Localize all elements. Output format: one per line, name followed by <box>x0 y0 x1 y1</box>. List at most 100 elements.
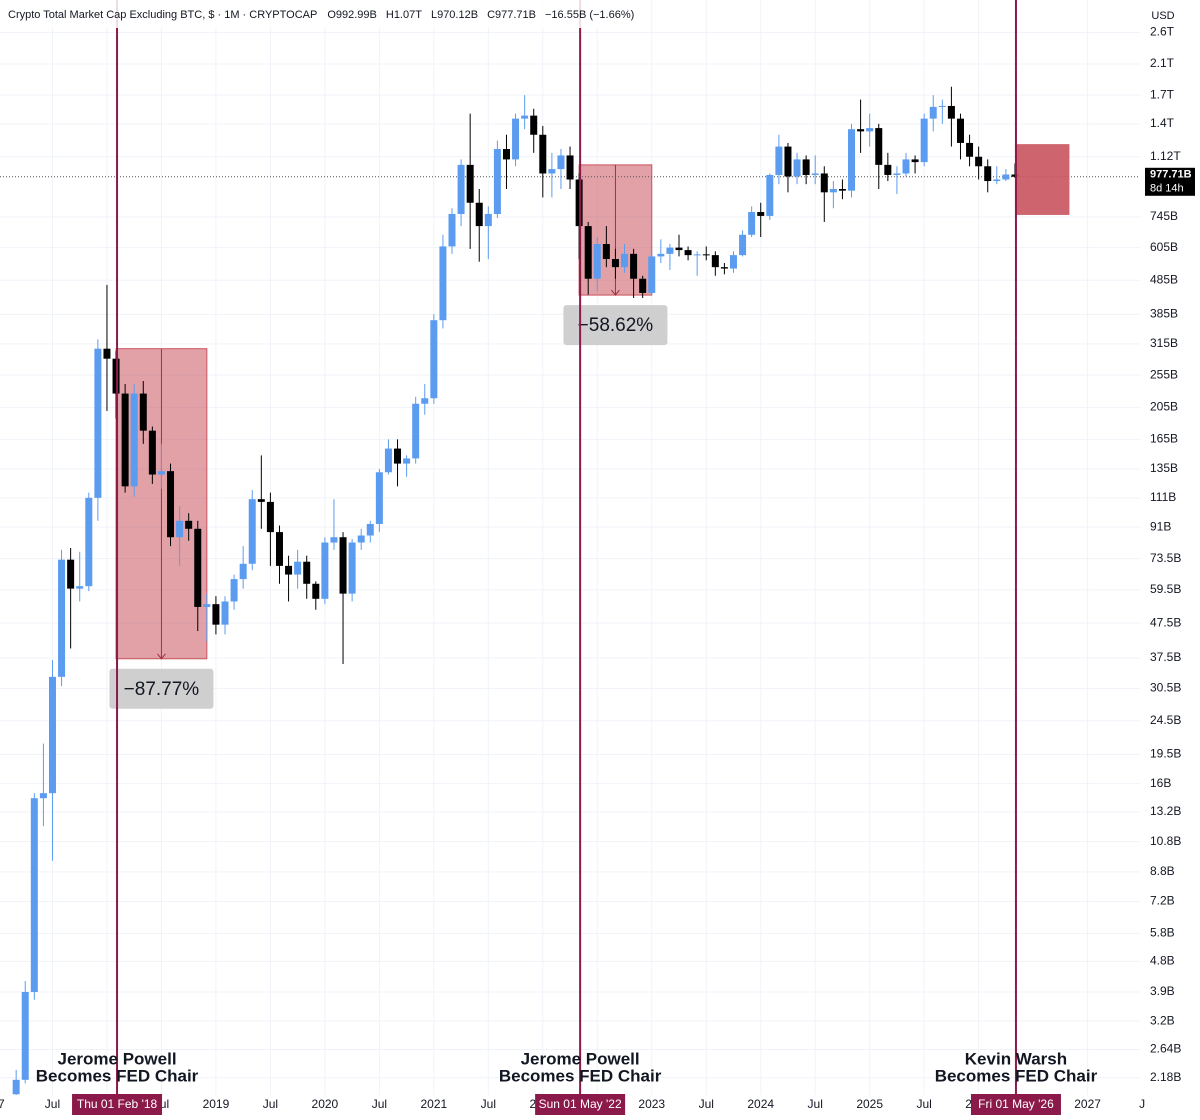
y-tick-label: 91B <box>1150 519 1171 533</box>
y-tick-label: 30.5B <box>1150 681 1181 695</box>
candle-body <box>167 471 175 538</box>
candle-body <box>775 146 783 175</box>
candle-body <box>457 164 465 214</box>
x-tick-label: Jul <box>263 1097 278 1111</box>
y-tick-label: 111B <box>1150 490 1176 504</box>
candle-body <box>330 537 338 543</box>
x-tick-label: 2019 <box>203 1097 230 1111</box>
x-tick-label: Jul <box>45 1097 60 1111</box>
candle-body <box>157 471 165 475</box>
candle-body <box>103 348 111 359</box>
candle-body <box>548 169 556 174</box>
candle-body <box>384 448 392 473</box>
projection-box <box>1014 144 1070 215</box>
candle-body <box>621 253 629 268</box>
price-label: 977.71B <box>1150 169 1192 181</box>
candle-body <box>430 320 438 399</box>
candle-body <box>230 579 238 602</box>
currency-label: USD <box>1151 10 1174 22</box>
date-badge-label: Sun 01 May '22 <box>539 1097 622 1111</box>
countdown-label: 8d 14h <box>1150 183 1184 195</box>
y-tick-label: 4.8B <box>1150 953 1175 967</box>
y-tick-label: 7.2B <box>1150 894 1175 908</box>
candle-body <box>766 174 774 216</box>
candle-body <box>512 118 520 160</box>
y-tick-label: 385B <box>1150 306 1178 320</box>
candle-body <box>448 213 456 247</box>
candle-body <box>412 403 420 459</box>
percent-label: −87.77% <box>124 679 200 700</box>
candle-body <box>366 523 374 536</box>
x-tick-label: 2020 <box>312 1097 339 1111</box>
candle-body <box>48 676 56 794</box>
ohlc-value: L970.12B <box>431 9 478 21</box>
chart-title: Crypto Total Market Cap Excluding BTC, $… <box>8 9 317 21</box>
event-label: Jerome Powell <box>58 1049 177 1068</box>
y-tick-label: 165B <box>1150 432 1178 446</box>
date-badge <box>970 1094 1061 1115</box>
candle-body <box>584 226 592 279</box>
x-tick-label: Jul <box>481 1097 496 1111</box>
candle-body <box>947 105 955 119</box>
candle-body <box>321 542 329 599</box>
candle-body <box>12 1079 20 1095</box>
candle-body <box>348 542 356 594</box>
arrow-head <box>157 653 166 660</box>
candle-body <box>94 348 102 498</box>
candle-body <box>21 991 29 1080</box>
date-badge-label: Thu 01 Feb '18 <box>77 1097 158 1111</box>
x-tick-label: Jul <box>808 1097 823 1111</box>
y-tick-label: 2.6T <box>1150 25 1175 39</box>
candle-body <box>693 254 701 256</box>
candle-body <box>212 604 220 625</box>
candle-body <box>702 254 710 256</box>
candle-body <box>984 166 992 182</box>
event-label: Becomes FED Chair <box>499 1066 662 1085</box>
candle-body <box>39 793 47 799</box>
candle-body <box>148 430 156 475</box>
candle-body <box>185 520 193 529</box>
candle-body <box>802 159 810 175</box>
y-tick-label: 315B <box>1150 336 1178 350</box>
candle-body <box>58 559 66 677</box>
y-tick-label: 59.5B <box>1150 582 1181 596</box>
event-label: Becomes FED Chair <box>36 1066 199 1085</box>
candle-body <box>593 244 601 279</box>
candle-body <box>893 173 901 175</box>
y-tick-label: 5.8B <box>1150 926 1175 940</box>
candle-body <box>866 128 874 132</box>
y-tick-label: 135B <box>1150 461 1178 475</box>
candle-body <box>838 189 846 191</box>
candle-body <box>566 155 574 180</box>
candle-body <box>466 164 474 203</box>
header-bg <box>0 0 640 28</box>
candle-body <box>539 134 547 174</box>
y-tick-label: 3.9B <box>1150 984 1175 998</box>
y-tick-label: 37.5B <box>1150 650 1181 664</box>
candle-body <box>993 179 1001 182</box>
candle-body <box>239 563 247 580</box>
candle-body <box>848 129 856 191</box>
candle-body <box>966 142 974 157</box>
x-tick-label: 2024 <box>747 1097 774 1111</box>
ohlc-value: O992.99B <box>327 9 377 21</box>
y-tick-label: 19.5B <box>1150 747 1181 761</box>
candle-body <box>711 255 719 268</box>
candle-body <box>421 398 429 404</box>
event-label: Kevin Warsh <box>965 1049 1067 1068</box>
percent-badge <box>563 305 668 346</box>
candle-body <box>902 159 910 174</box>
y-tick-label: 3.2B <box>1150 1013 1175 1027</box>
candle-body <box>67 559 75 589</box>
candle-body <box>257 499 265 502</box>
candle-body <box>884 164 892 175</box>
y-tick-label: 8.8B <box>1150 864 1175 878</box>
arrow-head <box>611 289 620 296</box>
candle-body <box>484 213 492 227</box>
candle-body <box>938 105 946 107</box>
y-tick-label: 2.64B <box>1150 1042 1181 1056</box>
x-tick-label: 17 <box>0 1097 5 1111</box>
y-tick-label: 1.4T <box>1150 116 1175 130</box>
candle-body <box>729 255 737 269</box>
